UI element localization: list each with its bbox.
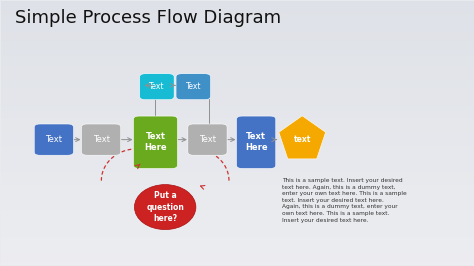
Text: Text
Here: Text Here xyxy=(144,132,167,152)
Text: This is a sample text. Insert your desired
text here. Again, this is a dummy tex: This is a sample text. Insert your desir… xyxy=(282,178,407,223)
FancyBboxPatch shape xyxy=(140,74,174,100)
Text: Text: Text xyxy=(149,82,164,91)
FancyBboxPatch shape xyxy=(34,124,73,155)
FancyBboxPatch shape xyxy=(176,74,210,100)
FancyBboxPatch shape xyxy=(188,124,227,155)
FancyBboxPatch shape xyxy=(237,116,276,168)
Text: Text: Text xyxy=(92,135,109,144)
Text: Put a
question
here?: Put a question here? xyxy=(146,192,184,223)
Text: Text
Here: Text Here xyxy=(245,132,267,152)
Text: Text: Text xyxy=(199,135,216,144)
Ellipse shape xyxy=(135,185,196,230)
Text: Simple Process Flow Diagram: Simple Process Flow Diagram xyxy=(15,9,281,27)
Text: Text: Text xyxy=(46,135,63,144)
Text: text: text xyxy=(293,135,311,144)
Polygon shape xyxy=(279,116,326,159)
Text: Text: Text xyxy=(185,82,201,91)
FancyBboxPatch shape xyxy=(134,116,177,168)
FancyBboxPatch shape xyxy=(82,124,121,155)
